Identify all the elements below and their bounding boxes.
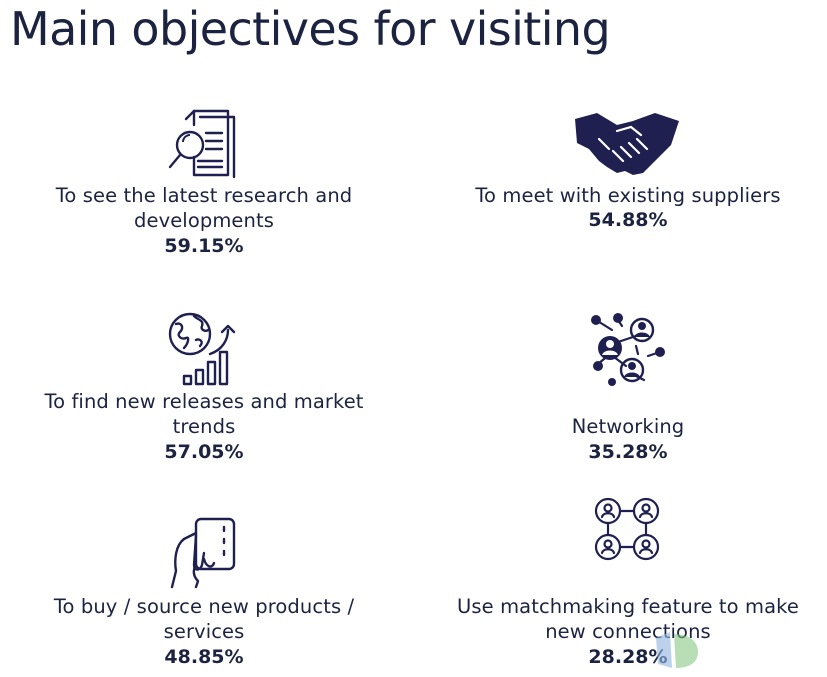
objective-label-line1: To find new releases and market (44, 390, 364, 413)
objective-new-releases: To find new releases and market trends 5… (20, 310, 388, 470)
objective-label-line1: To buy / source new products / (53, 595, 355, 618)
page-title: Main objectives for visiting (10, 2, 611, 56)
objective-label-line1: Use matchmaking feature to make (457, 595, 799, 618)
objective-percent: 48.85% (164, 646, 244, 668)
objective-suppliers: To meet with existing suppliers 54.88% (440, 105, 816, 235)
objective-matchmaking: Use matchmaking feature to make new conn… (435, 495, 821, 673)
objective-label-line2: services (163, 620, 245, 643)
objective-percent: 28.28% (588, 646, 668, 668)
objective-buy-source: To buy / source new products / services … (20, 515, 388, 675)
objective-label-line1: Networking (571, 415, 685, 438)
matchmaking-people-grid-icon (594, 497, 660, 561)
objective-networking: Networking 35.28% (440, 310, 816, 470)
hand-holding-card-icon (170, 517, 236, 589)
handshake-icon (575, 113, 679, 175)
objective-percent: 35.28% (588, 441, 668, 463)
watermark-logo-icon (656, 632, 698, 668)
research-document-magnifier-icon (168, 109, 236, 179)
objective-percent: 57.05% (164, 441, 244, 463)
objective-label-line2: new connections (545, 620, 711, 643)
objective-percent: 54.88% (588, 209, 668, 231)
globe-growth-chart-icon (168, 312, 236, 386)
objective-label-line2: developments (134, 209, 274, 232)
objective-label-line1: To meet with existing suppliers (475, 184, 781, 207)
objective-percent: 59.15% (164, 235, 244, 257)
objective-label-line1: To see the latest research and (55, 184, 353, 207)
network-people-icon (591, 313, 665, 386)
objective-research: To see the latest research and developme… (20, 105, 388, 265)
objective-label-line2: trends (172, 415, 236, 438)
